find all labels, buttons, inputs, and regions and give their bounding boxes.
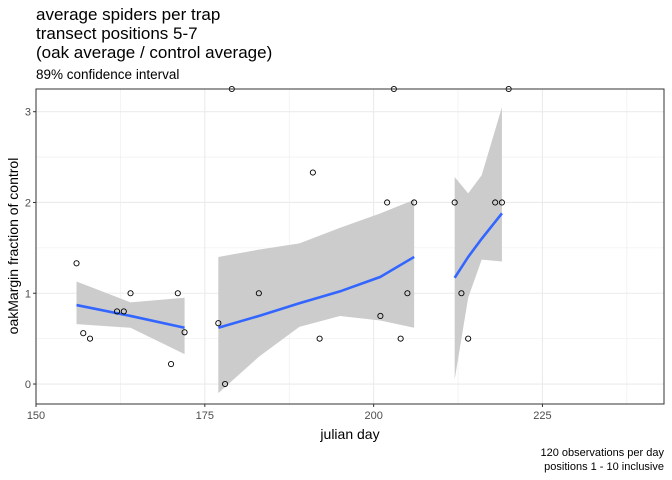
data-point (113, 308, 121, 315)
data-point (458, 290, 465, 297)
data-point (174, 290, 181, 297)
data-point (168, 361, 175, 368)
data-point (255, 290, 262, 297)
data-point (498, 199, 505, 206)
data-point (127, 290, 134, 297)
data-point (80, 330, 87, 337)
x-tick-label: 175 (196, 410, 214, 422)
data-point (222, 380, 229, 388)
data-point (465, 335, 472, 342)
data-point (404, 290, 411, 297)
data-point (397, 335, 404, 342)
x-tick-label: 200 (364, 410, 382, 422)
confidence-ribbon-1 (76, 281, 185, 355)
caption-line-1: 120 observations per day (540, 447, 664, 459)
x-tick-label: 225 (533, 410, 551, 422)
fit-line-1 (76, 303, 185, 330)
data-point (411, 199, 418, 206)
confidence-ribbon-2 (218, 199, 415, 394)
y-tick-label: 0 (25, 379, 31, 391)
chart-title-line-3: (oak average / control average) (36, 43, 272, 62)
data-point (451, 199, 458, 206)
data-point (492, 199, 499, 206)
y-tick-label: 1 (25, 288, 31, 300)
axis-ticks: 150 175 200 225 0 1 2 3 (25, 107, 552, 422)
panel-border (35, 88, 665, 405)
data-point (120, 308, 127, 315)
x-axis-title: julian day (319, 426, 379, 442)
chart-subtitle: 89% confidence interval (36, 67, 179, 82)
y-axis-title: oakMargin fraction of control (5, 158, 21, 335)
y-tick-label: 2 (25, 197, 31, 209)
data-point (215, 320, 222, 327)
caption-line-2: positions 1 - 10 inclusive (544, 461, 664, 473)
data-point (384, 199, 391, 206)
data-point (316, 335, 323, 342)
data-point (86, 335, 94, 342)
data-point (377, 312, 384, 319)
data-point (73, 260, 80, 267)
fit-lines (76, 212, 503, 330)
fit-line-2 (217, 255, 415, 329)
chart-title-line-1: average spiders per trap (36, 5, 220, 24)
fit-line-3 (453, 212, 503, 279)
y-tick-label: 3 (25, 107, 31, 119)
x-tick-label: 150 (27, 410, 45, 422)
data-point (309, 169, 316, 176)
data-point (181, 329, 188, 336)
chart-title-line-2: transect positions 5-7 (36, 24, 198, 43)
